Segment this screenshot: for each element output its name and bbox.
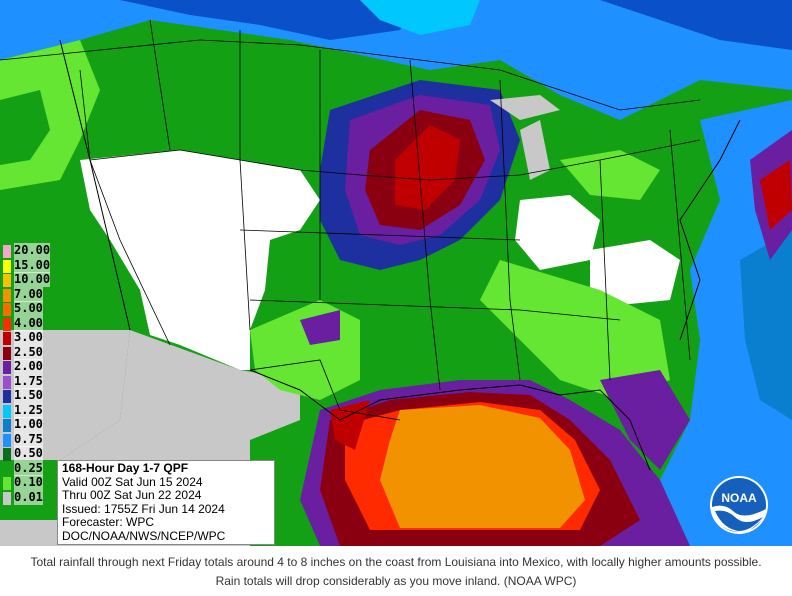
legend-label: 20.00 [14,243,51,258]
canada-deep-blue-region [120,0,420,40]
legend-row: 0.75 [3,431,61,447]
precipitation-map [0,0,792,546]
agency: DOC/NOAA/NWS/NCEP/WPC [62,528,226,543]
legend-row: 2.00 [3,359,61,374]
legend-row: 7.00 [3,286,61,302]
legend-label: 10.00 [14,272,51,287]
forecaster: Forecaster: WPC [62,515,155,530]
legend-swatch [3,477,11,490]
legend-row: 15.00 [3,257,61,273]
legend-swatch [3,448,11,461]
legend-row: 20.00 [3,243,61,258]
legend-label: 0.01 [14,489,43,505]
legend-label: 1.50 [14,388,43,403]
legend-label: 3.00 [14,330,43,345]
legend-swatch [3,404,11,418]
legend-label: 0.75 [14,431,43,447]
legend-swatch [3,303,11,316]
legend-swatch [3,433,11,447]
legend-row: 10.00 [3,272,61,287]
legend-swatch [3,332,11,345]
legend-swatch [3,259,11,273]
legend-label: 0.10 [14,475,43,490]
legend-swatch [3,274,11,287]
valid-time: Valid 00Z Sat Jun 15 2024 [62,474,203,489]
legend-row: 0.01 [3,489,61,505]
legend-label: 5.00 [14,301,43,316]
info-title: 168-Hour Day 1-7 QPF [62,461,189,475]
legend-row: 1.75 [3,373,61,389]
legend-row: 1.25 [3,402,61,418]
legend-row: 0.50 [3,446,61,461]
legend-row: 0.10 [3,475,61,490]
legend-label: 2.00 [14,359,43,374]
legend-swatch [3,346,11,360]
legend-label: 1.75 [14,373,43,389]
legend-label: 0.25 [14,460,43,476]
thru-time: Thru 00Z Sat Jun 22 2024 [62,488,202,503]
info-box: 168-Hour Day 1-7 QPF Valid 00Z Sat Jun 1… [57,460,275,545]
canada-blue-region [0,0,792,120]
legend-swatch [3,245,11,258]
legend-label: 2.50 [14,344,43,360]
legend-label: 7.00 [14,286,43,302]
southwest-dry-region [80,150,320,370]
legend-row: 2.50 [3,344,61,360]
noaa-logo-icon: NOAA [710,476,768,534]
legend-row: 0.25 [3,460,61,476]
legend-label: 1.00 [14,417,43,432]
legend-swatch [3,419,11,432]
legend-swatch [3,317,11,331]
legend-swatch [3,390,11,403]
legend-label: 4.00 [14,315,43,331]
legend-swatch [3,288,11,302]
image-caption: Total rainfall through next Friday total… [30,555,762,588]
legend-label: 1.25 [14,402,43,418]
legend-label: 15.00 [14,257,51,273]
issued-time: Issued: 1755Z Fri Jun 14 2024 [62,501,225,516]
legend-row: 3.00 [3,330,61,345]
legend-swatch [3,375,11,389]
legend-row: 1.00 [3,417,61,432]
legend-row: 4.00 [3,315,61,331]
legend-label: 0.50 [14,446,43,461]
legend-swatch [3,361,11,374]
legend-row: 1.50 [3,388,61,403]
legend-row: 5.00 [3,301,61,316]
legend-swatch [3,462,11,476]
precipitation-legend: 20.00 15.00 10.00 7.00 5.00 4.00 3.00 2.50 2.00 1… [3,243,61,514]
legend-swatch [3,491,11,505]
noaa-logo-text: NOAA [721,491,757,505]
gulf-orange-core [380,405,585,528]
